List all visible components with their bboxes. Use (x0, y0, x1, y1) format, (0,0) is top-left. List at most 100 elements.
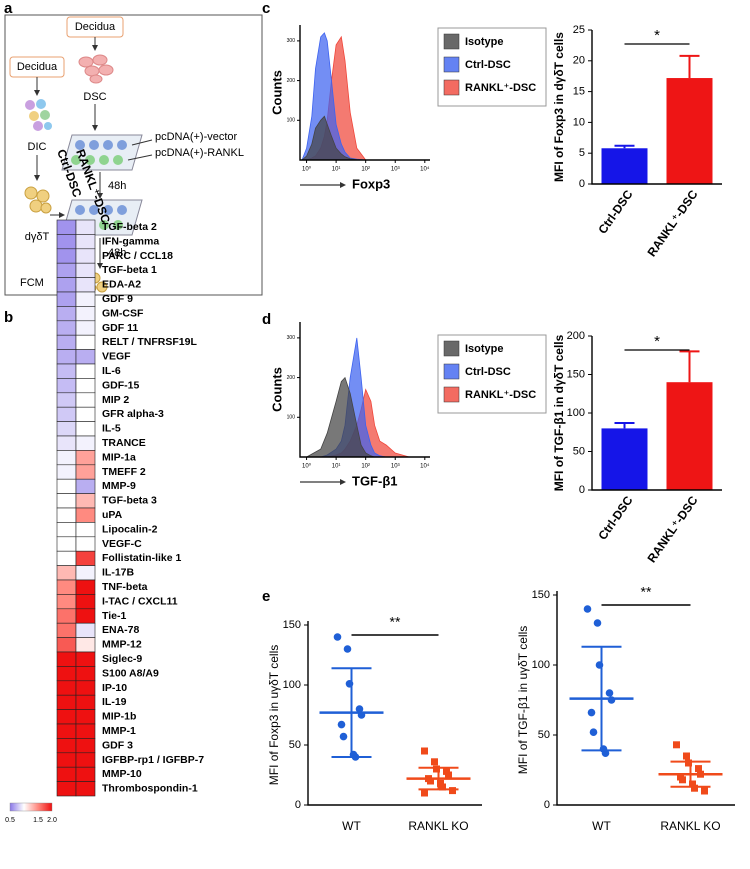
row-label: IL-17B (102, 567, 135, 579)
heat-cell (75, 320, 96, 336)
significance: * (654, 27, 660, 44)
row-label: MMP-12 (102, 639, 142, 651)
row-label: GDF 11 (102, 322, 138, 334)
row-label: S100 A8/A9 (102, 667, 159, 679)
diagram-label: 48h (108, 180, 126, 192)
row-label: Thrombospondin-1 (102, 783, 198, 795)
data-point (673, 741, 680, 749)
row-label: VEGF-C (102, 538, 142, 550)
sd-bar (331, 667, 372, 758)
data-point (449, 787, 456, 795)
data-point (439, 783, 446, 791)
data-point (691, 784, 698, 792)
x-tick-label: 10² (361, 167, 370, 173)
y-axis-label: MFI of TGF-β1 in dγδT cells (552, 334, 566, 491)
pointer (131, 139, 153, 146)
row-label: GDF 3 (102, 739, 133, 751)
heat-cell (56, 349, 77, 365)
diagram-label: Decidua (75, 21, 116, 33)
row-label: uPA (102, 509, 123, 521)
data-point (589, 728, 598, 736)
row-label: VEGF (102, 351, 131, 363)
heat-cell (56, 594, 77, 610)
legend-label: Isotype (465, 343, 504, 355)
x-tick-label: RANKL⁺-DSC (645, 187, 701, 259)
x-tick-label: 10⁰ (302, 463, 312, 470)
data-point (445, 771, 452, 779)
panel-label: c (262, 0, 270, 17)
y-tick-label: 0 (579, 484, 585, 496)
row-label: MMP-10 (102, 768, 142, 780)
heat-cell (56, 622, 77, 638)
y-tick-label: 100 (567, 407, 585, 419)
heat-cell (75, 680, 96, 696)
y-tick-label: 150 (532, 589, 550, 601)
data-point (587, 708, 596, 717)
x-tick-label: 10³ (391, 167, 400, 173)
heat-cell (56, 320, 77, 336)
row-label: Follistatin-like 1 (102, 552, 182, 564)
data-point (689, 780, 696, 788)
y-axis-label: Counts (269, 367, 284, 412)
heat-cell (75, 277, 96, 293)
heat-cell (56, 464, 77, 480)
y-tick-label: 300 (287, 38, 296, 44)
heat-cell (75, 637, 96, 653)
legend-label: RANKL⁺-DSC (465, 82, 536, 94)
row-label: IP-10 (102, 682, 127, 694)
data-point (339, 732, 348, 741)
heat-cell (56, 478, 77, 494)
row-label: IL-6 (102, 365, 121, 377)
sd-bar (418, 766, 459, 791)
colorbar-tick-label: 1.5 (33, 817, 43, 824)
data-point (433, 765, 440, 773)
x-tick-label: 10⁴ (420, 166, 430, 173)
axis (299, 25, 430, 161)
row-label: I-TAC / CXCL11 (102, 595, 178, 607)
data-point (443, 767, 450, 775)
data-point (427, 777, 434, 785)
heat-cell (75, 536, 96, 552)
row-label: TMEFF 2 (102, 466, 146, 478)
heat-cell (56, 392, 77, 408)
row-label: GM-CSF (102, 307, 144, 319)
y-tick-label: 50 (289, 739, 301, 751)
y-tick-label: 15 (573, 86, 585, 98)
heat-cell (56, 694, 77, 710)
colorbar (9, 802, 53, 812)
y-tick-label: 0 (295, 799, 301, 811)
x-tick-label: RANKL⁺-DSC (645, 493, 701, 565)
heat-cell (75, 666, 96, 682)
row-label: MIP-1b (102, 711, 136, 723)
diagram-label: pcDNA(+)-vector (155, 131, 238, 143)
row-label: MMP-1 (102, 725, 136, 737)
legend-label: RANKL⁺-DSC (465, 389, 536, 401)
heat-cell (56, 536, 77, 552)
heat-cell (56, 608, 77, 624)
heat-cell (56, 262, 77, 278)
data-point (337, 720, 346, 729)
x-axis-label: Foxp3 (352, 176, 390, 191)
heat-cell (75, 651, 96, 667)
y-tick-label: 150 (567, 368, 585, 380)
x-tick-label: WT (342, 819, 361, 833)
error-bar (679, 350, 700, 383)
heat-cell (75, 709, 96, 725)
y-tick-label: 10 (573, 116, 585, 128)
data-point (333, 633, 342, 641)
row-label: RELT / TNFRSF19L (102, 336, 197, 348)
y-tick-label: 0 (544, 799, 550, 811)
legend-swatch (443, 363, 460, 380)
bar (666, 382, 713, 490)
diagram-frame (4, 14, 263, 296)
diagram-label: 48h (108, 247, 126, 259)
colorbar-tick-label: 2.0 (47, 817, 57, 824)
row-label: GFR alpha-3 (102, 408, 164, 420)
row-label: TGF-beta 1 (102, 264, 157, 276)
heat-cell (56, 781, 77, 797)
heat-cell (75, 450, 96, 466)
data-point (355, 705, 364, 713)
data-point (701, 787, 708, 795)
data-point (431, 758, 438, 766)
x-tick-label: Ctrl-DSC (595, 187, 635, 236)
